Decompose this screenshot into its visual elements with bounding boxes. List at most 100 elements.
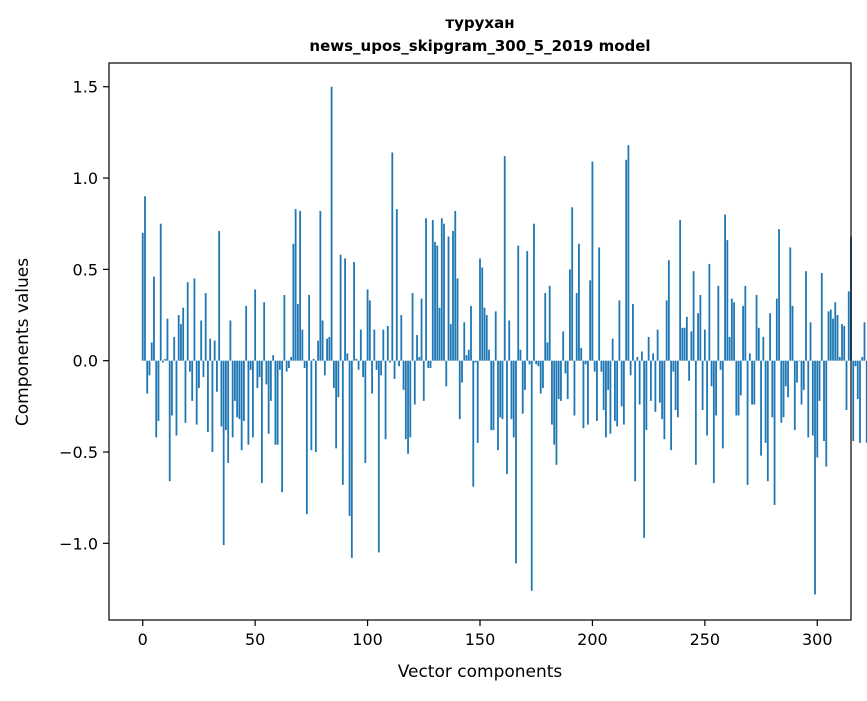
bar-110	[389, 360, 391, 363]
bar-103	[373, 329, 376, 361]
bar-56	[267, 360, 270, 434]
bar-41	[234, 360, 236, 401]
bar-60	[276, 360, 279, 445]
bar-300	[816, 360, 819, 458]
bar-57	[269, 360, 272, 401]
bar-114	[398, 360, 400, 367]
bar-313	[845, 360, 848, 410]
bar-126	[425, 218, 427, 361]
bar-246	[694, 360, 697, 465]
bar-7	[157, 360, 160, 421]
bar-104	[375, 360, 378, 370]
bar-250	[703, 329, 706, 361]
bar-61	[278, 360, 281, 370]
bar-65	[287, 360, 290, 368]
bar-274	[757, 327, 760, 361]
bar-23	[193, 278, 196, 361]
bar-211	[616, 360, 619, 427]
bar-8	[159, 223, 162, 361]
y-tick-label-2: 0.0	[73, 352, 98, 371]
bar-180	[546, 342, 549, 361]
bar-49	[252, 360, 254, 438]
bar-281	[773, 360, 776, 505]
bar-147	[472, 360, 475, 487]
bar-123	[418, 357, 421, 361]
bar-37	[225, 360, 227, 431]
bar-55	[265, 360, 268, 385]
y-axis-label: Components values	[13, 258, 33, 426]
bar-74	[308, 294, 311, 361]
bar-75	[310, 360, 313, 451]
bar-319	[859, 360, 861, 443]
bar-33	[216, 360, 218, 392]
bar-108	[384, 360, 387, 440]
bar-29	[207, 360, 209, 432]
bar-79	[319, 210, 322, 361]
bar-97	[359, 329, 362, 361]
bar-162	[506, 360, 508, 474]
bar-153	[485, 315, 488, 361]
bar-243	[688, 360, 691, 381]
bar-137	[449, 324, 452, 361]
bar-47	[247, 360, 250, 445]
bar-236	[672, 360, 675, 372]
bar-318	[856, 360, 859, 400]
bar-32	[213, 340, 216, 361]
bar-183	[553, 360, 556, 445]
bar-117	[404, 360, 407, 440]
bar-280	[771, 360, 774, 418]
bar-72	[303, 360, 306, 368]
bar-69	[296, 304, 299, 361]
bar-200	[591, 161, 594, 361]
bar-143	[463, 322, 466, 361]
bar-118	[407, 360, 409, 454]
bar-18	[182, 307, 185, 361]
bar-190	[569, 269, 571, 361]
bar-238	[676, 360, 679, 418]
bar-142	[461, 360, 463, 383]
bar-225	[647, 336, 650, 361]
bar-317	[854, 360, 857, 367]
bar-256	[717, 285, 720, 361]
bars-group	[141, 86, 867, 595]
bar-195	[580, 347, 583, 361]
bar-20	[186, 282, 189, 361]
bar-113	[395, 209, 398, 361]
bar-285	[782, 360, 785, 418]
x-tick-label-150: 150	[465, 630, 496, 649]
chart-title-line2: news_upos_skipgram_300_5_2019 model	[309, 37, 650, 55]
bar-298	[811, 360, 814, 436]
bar-10	[164, 358, 167, 361]
bar-94	[353, 262, 355, 361]
y-tick-label-0: −1.0	[59, 534, 98, 553]
bar-151	[481, 267, 484, 361]
bar-100	[366, 289, 369, 361]
bar-316	[852, 360, 855, 442]
bar-122	[416, 335, 418, 361]
bar-119	[409, 360, 412, 438]
bar-160	[501, 360, 504, 420]
bar-221	[638, 360, 641, 405]
bar-4	[150, 342, 153, 361]
bar-19	[184, 360, 187, 423]
bar-171	[526, 251, 529, 361]
bar-24	[195, 360, 198, 425]
x-tick-label-200: 200	[577, 630, 608, 649]
bar-290	[793, 360, 796, 431]
bar-179	[544, 293, 547, 361]
bar-88	[339, 254, 342, 361]
bar-288	[789, 247, 792, 361]
bar-178	[542, 360, 544, 389]
bar-176	[537, 360, 540, 367]
bar-254	[712, 360, 715, 484]
bar-6	[155, 360, 158, 438]
bar-273	[755, 294, 758, 361]
bar-297	[809, 322, 812, 361]
bar-301	[818, 360, 821, 401]
bar-233	[665, 300, 668, 361]
bar-269	[746, 360, 749, 485]
bar-310	[838, 357, 841, 361]
bar-146	[470, 305, 472, 361]
